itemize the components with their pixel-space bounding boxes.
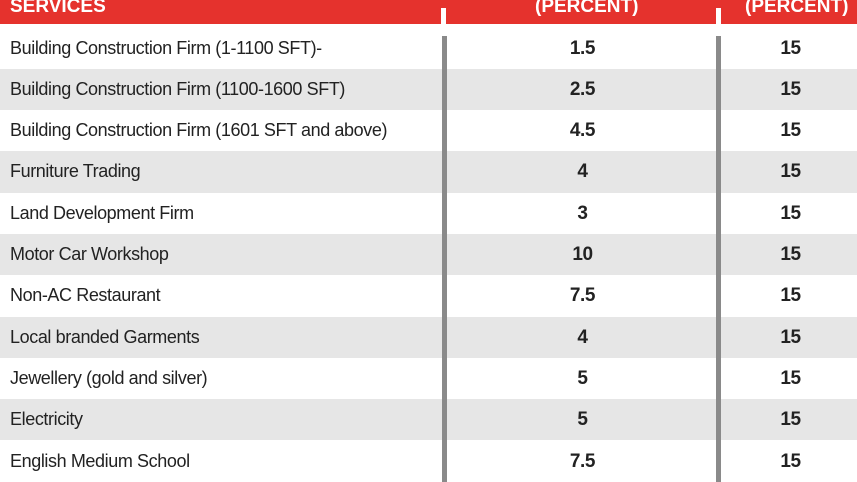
table-row: Land Development Firm 3 15 [0, 193, 857, 234]
table-cell: Motor Car Workshop [10, 244, 169, 264]
table-cell: 15 [780, 161, 801, 183]
table-cell: 15 [780, 244, 801, 265]
table-cell: 15 [780, 450, 801, 472]
table-cell: 15 [780, 202, 801, 224]
header-divider [716, 8, 721, 24]
table-row: Electricity 5 15 [0, 399, 857, 441]
table-cell: 4 [577, 326, 588, 348]
table-row: Non-AC Restaurant 7.5 15 [0, 275, 857, 316]
table-row: English Medium School 7.5 15 [0, 441, 857, 482]
table-cell: 3 [577, 202, 588, 224]
column-divider [442, 36, 447, 482]
table-cell: 15 [780, 367, 801, 389]
header-cell: (PERCENT) [745, 0, 849, 17]
table-cell: Furniture Trading [10, 161, 141, 182]
table-cell: 15 [780, 78, 801, 100]
table-cell: 15 [780, 120, 801, 142]
table-cell: Electricity [10, 409, 83, 430]
table-cell: Building Construction Firm (1100-1600 SF… [10, 78, 346, 99]
table-row: Building Construction Firm (1100-1600 SF… [0, 68, 857, 111]
table-cell: 10 [572, 244, 593, 265]
table-cell: 7.5 [569, 450, 596, 472]
table-row: Building Construction Firm (1601 SFT and… [0, 110, 857, 151]
table-cell: English Medium School [10, 450, 190, 471]
header-cell: SERVICES [10, 0, 106, 17]
table-cell: 7.5 [569, 285, 596, 307]
table-cell: Building Construction Firm (1-1100 SFT)- [10, 37, 322, 58]
table-cell: Jewellery (gold and silver) [10, 367, 208, 388]
table-cell: 15 [780, 409, 801, 431]
table-cell: 1.5 [569, 37, 596, 59]
table-cell: Land Development Firm [10, 202, 194, 223]
table-row: Jewellery (gold and silver) 5 15 [0, 358, 857, 399]
table-row: Building Construction Firm (1-1100 SFT)-… [0, 28, 857, 69]
table-cell: 15 [780, 326, 801, 348]
table-cell: 15 [780, 37, 801, 59]
table-cell: 2.5 [569, 78, 596, 100]
table-cell: 15 [780, 285, 801, 307]
table-row: Motor Car Workshop 10 15 [0, 234, 857, 276]
table-cell: 5 [577, 409, 588, 431]
table-header: SERVICES (PERCENT) (PERCENT) [0, 0, 857, 24]
table-cell: 4.5 [569, 120, 596, 142]
header-divider [441, 8, 446, 24]
table-row: Furniture Trading 4 15 [0, 151, 857, 193]
table-cell: Building Construction Firm (1601 SFT and… [10, 120, 388, 141]
table-cell: 4 [577, 161, 588, 183]
table-cell: 5 [577, 367, 588, 389]
header-cell: (PERCENT) [535, 0, 639, 17]
table-row: Local branded Garments 4 15 [0, 316, 857, 358]
column-divider [716, 36, 721, 482]
table-cell: Non-AC Restaurant [10, 285, 161, 306]
table-cell: Local branded Garments [10, 326, 200, 347]
